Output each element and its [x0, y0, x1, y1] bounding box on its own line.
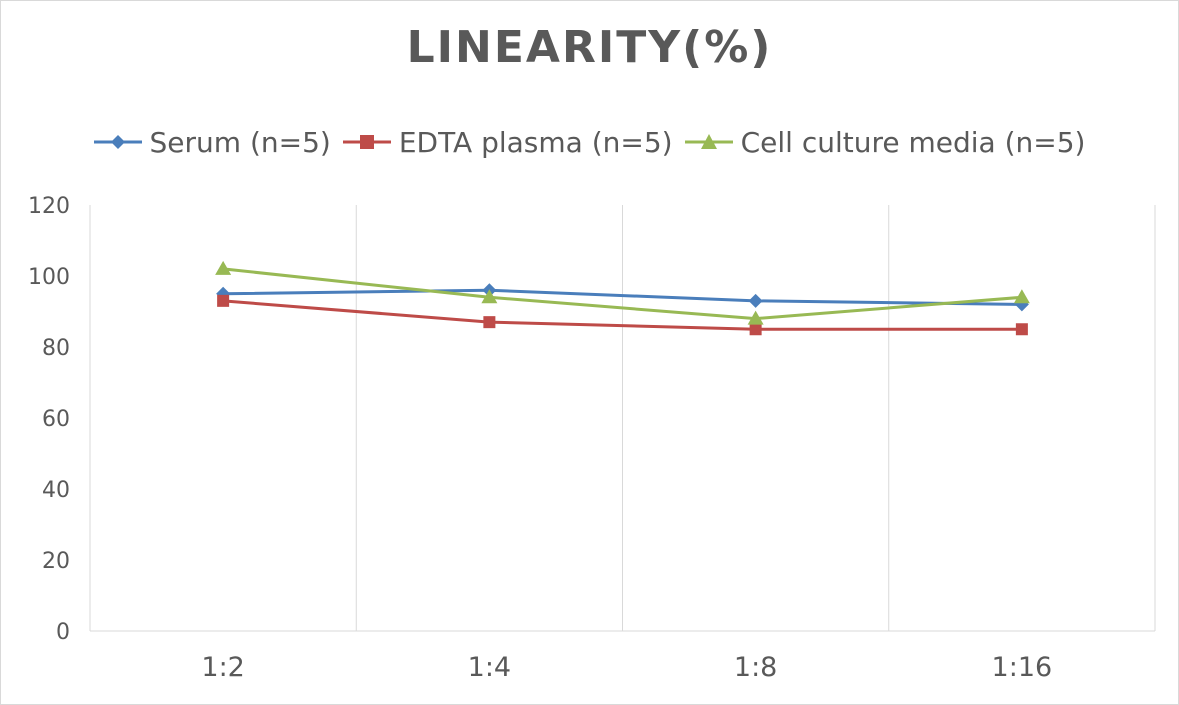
data-point-square [483, 316, 496, 329]
legend-marker-edta-plasma [342, 135, 391, 149]
data-point-square [749, 323, 762, 336]
legend-item-cell-culture-media: Cell culture media (n=5) [684, 125, 1086, 159]
series-line [223, 288, 1022, 306]
chart-title: LINEARITY(%) [406, 22, 773, 73]
series-line [223, 299, 1022, 331]
y-tick-label: 40 [42, 478, 70, 503]
y-tick-label: 100 [28, 265, 70, 290]
y-tick-label: 60 [42, 407, 70, 432]
legend-label-serum: Serum (n=5) [149, 125, 331, 159]
x-tick-label: 1:2 [201, 652, 244, 683]
data-point-triangle [1013, 289, 1030, 304]
legend-item-edta-plasma: EDTA plasma (n=5) [342, 125, 673, 159]
data-point-triangle [481, 289, 498, 304]
legend-item-serum: Serum (n=5) [93, 125, 331, 159]
x-tick-label: 1:16 [992, 652, 1053, 683]
legend-label-cell-culture-media: Cell culture media (n=5) [740, 125, 1086, 159]
legend-marker-cell-culture-media [684, 134, 733, 149]
data-point-diamond [748, 293, 763, 308]
data-point-triangle [215, 260, 232, 275]
data-point-triangle [747, 310, 764, 325]
y-tick-label: 80 [42, 336, 70, 361]
y-tick-label: 120 [28, 194, 70, 219]
data-point-square [217, 294, 230, 307]
legend-label-edta-plasma: EDTA plasma (n=5) [398, 125, 673, 159]
x-tick-label: 1:8 [734, 652, 777, 683]
series-line [222, 267, 1022, 321]
x-tick-label: 1:4 [468, 652, 511, 683]
data-point-square [1015, 323, 1028, 336]
legend-marker-serum [93, 135, 142, 149]
y-tick-label: 20 [42, 549, 70, 574]
y-tick-label: 0 [56, 620, 70, 645]
legend: Serum (n=5) EDTA plasma (n=5) Cell cultu… [0, 120, 1179, 164]
